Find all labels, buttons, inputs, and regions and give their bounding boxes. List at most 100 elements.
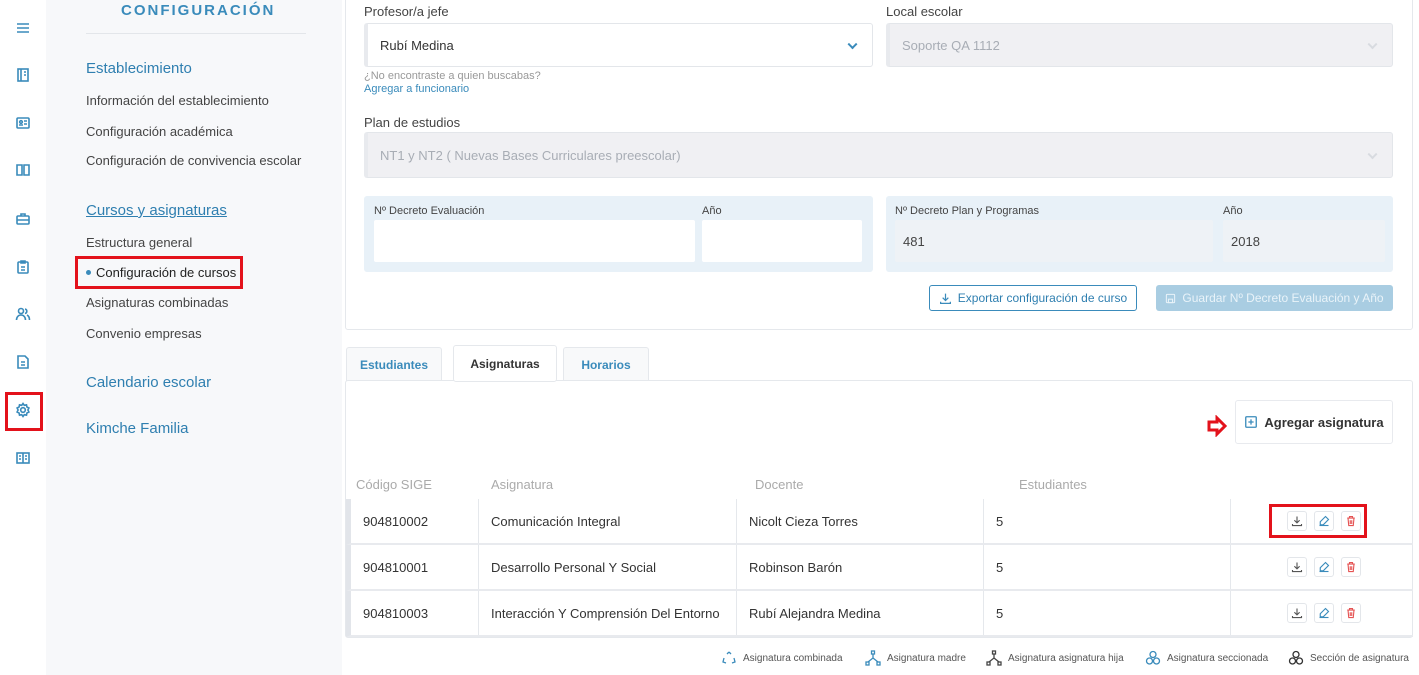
table-row: 904810003 Interacción Y Comprensión Del E… <box>346 591 1413 637</box>
sidebar-section-calendario[interactable]: Calendario escolar <box>86 374 212 391</box>
combined-subject-icon <box>722 651 736 664</box>
delete-button[interactable] <box>1341 511 1361 531</box>
notebook-icon[interactable] <box>12 64 34 86</box>
trash-icon <box>1347 561 1355 573</box>
table-row: 904810002 Comunicación Integral Nicolt Cie… <box>346 499 1413 545</box>
export-config-button[interactable]: Exportar configuración de curso <box>929 285 1137 311</box>
sectioned-subject-icon <box>1145 650 1161 665</box>
sidebar-item-combinadas[interactable]: Asignaturas combinadas <box>86 295 229 310</box>
active-dot <box>86 270 91 275</box>
save-decreto-button[interactable]: Guardar Nº Decreto Evaluación y Año <box>1156 285 1393 311</box>
cell-estudiantes: 5 <box>984 499 1231 543</box>
tab-asignaturas[interactable]: Asignaturas <box>453 345 557 382</box>
clipboard-icon[interactable] <box>12 256 34 278</box>
add-staff-link[interactable]: Agregar a funcionario <box>364 83 470 95</box>
cell-asignatura: Desarrollo Personal Y Social <box>479 545 737 589</box>
anio-eval-label: Año <box>702 205 722 217</box>
trash-icon <box>1347 607 1355 619</box>
document-icon[interactable] <box>12 351 34 373</box>
legend-label: Sección de asignatura <box>1310 652 1409 664</box>
sidebar-item-informacion[interactable]: Información del establecimiento <box>86 93 269 108</box>
anio-plan-label: Año <box>1223 205 1243 217</box>
download-button[interactable] <box>1287 603 1307 623</box>
cell-docente: Rubí Alejandra Medina <box>737 591 984 635</box>
delete-button[interactable] <box>1341 603 1361 623</box>
legend-hija: Asignatura asignatura hija <box>986 650 1124 666</box>
download-icon <box>939 293 951 304</box>
edit-icon <box>1319 515 1330 527</box>
cell-codigo: 904810003 <box>351 591 479 635</box>
download-icon <box>1291 562 1303 573</box>
config-sidebar: CONFIGURACIÓN Establecimiento Informació… <box>46 0 342 675</box>
id-card-icon[interactable] <box>12 112 34 134</box>
profesor-value: Rubí Medina <box>380 37 454 53</box>
sidebar-item-label: Configuración de cursos <box>96 265 237 280</box>
cell-codigo: 904810001 <box>351 545 479 589</box>
download-button[interactable] <box>1287 557 1307 577</box>
add-subject-button[interactable]: Agregar asignatura <box>1235 400 1393 444</box>
gear-icon[interactable] <box>12 399 34 421</box>
decreto-plan-label: Nº Decreto Plan y Programas <box>895 205 1040 217</box>
profesor-label: Profesor/a jefe <box>364 4 449 19</box>
anio-plan-value: 2018 <box>1223 220 1385 262</box>
legend-madre: Asignatura madre <box>865 650 966 666</box>
cell-codigo: 904810002 <box>351 499 479 543</box>
download-button[interactable] <box>1287 511 1307 531</box>
plan-value: NT1 y NT2 ( Nuevas Bases Curriculares pr… <box>380 147 681 163</box>
edit-button[interactable] <box>1314 603 1334 623</box>
library-icon[interactable] <box>12 447 34 469</box>
sidebar-item-convenio[interactable]: Convenio empresas <box>86 326 202 341</box>
download-icon <box>1291 608 1303 619</box>
profesor-select[interactable]: Rubí Medina <box>364 23 873 67</box>
add-subject-label: Agregar asignatura <box>1264 414 1384 430</box>
highlight-box-actions <box>1269 504 1367 538</box>
sidebar-item-configuracion-cursos[interactable]: Configuración de cursos <box>86 265 236 280</box>
legend-seccionada: Asignatura seccionada <box>1145 650 1268 666</box>
sidebar-section-establecimiento[interactable]: Establecimiento <box>86 60 192 77</box>
cell-estudiantes: 5 <box>984 545 1231 589</box>
download-icon <box>1291 516 1303 527</box>
arrow-right-icon <box>1207 415 1228 437</box>
decreto-eval-input[interactable] <box>374 220 695 262</box>
column-header-asignatura: Asignatura <box>491 477 554 492</box>
subject-section-icon <box>1288 650 1304 665</box>
sidebar-section-cursos[interactable]: Cursos y asignaturas <box>86 202 227 219</box>
menu-icon[interactable] <box>12 17 34 39</box>
divider <box>86 33 306 34</box>
edit-button[interactable] <box>1314 511 1334 531</box>
save-icon <box>1166 293 1176 303</box>
legend-label: Asignatura asignatura hija <box>1008 652 1124 664</box>
legend-seccion: Sección de asignatura <box>1288 650 1409 666</box>
chevron-down-icon <box>1367 39 1378 50</box>
plan-select: NT1 y NT2 ( Nuevas Bases Curriculares pr… <box>364 132 1393 178</box>
sidebar-item-academica[interactable]: Configuración académica <box>86 124 233 139</box>
table-row: 904810001 Desarrollo Personal Y Social Rob… <box>346 545 1413 591</box>
edit-icon <box>1319 561 1330 573</box>
edit-button[interactable] <box>1314 557 1334 577</box>
book-open-icon[interactable] <box>12 159 34 181</box>
anio-eval-input[interactable] <box>702 220 862 262</box>
cell-asignatura: Comunicación Integral <box>479 499 737 543</box>
plus-square-icon <box>1245 416 1258 428</box>
legend-label: Asignatura seccionada <box>1167 652 1269 664</box>
cell-estudiantes: 5 <box>984 591 1231 635</box>
sidebar-item-estructura[interactable]: Estructura general <box>86 235 193 250</box>
legend-combinada: Asignatura combinada <box>721 650 843 666</box>
plan-label: Plan de estudios <box>364 115 461 130</box>
tab-estudiantes[interactable]: Estudiantes <box>346 347 442 381</box>
chevron-down-icon <box>847 39 858 50</box>
users-icon[interactable] <box>12 303 34 325</box>
highlight-box-config-cursos <box>75 256 243 289</box>
briefcase-icon[interactable] <box>12 208 34 230</box>
sidebar-section-kimche[interactable]: Kimche Familia <box>86 420 189 437</box>
highlight-box-gear <box>5 392 43 431</box>
delete-button[interactable] <box>1341 557 1361 577</box>
local-label: Local escolar <box>886 4 963 19</box>
column-header-docente: Docente <box>755 477 804 492</box>
sidebar-title: CONFIGURACIÓN <box>121 2 276 19</box>
local-value: Soporte QA 1112 <box>902 37 1000 53</box>
sidebar-item-convivencia[interactable]: Configuración de convivencia escolar <box>86 153 302 168</box>
tab-horarios[interactable]: Horarios <box>563 347 649 381</box>
local-select: Soporte QA 1112 <box>886 23 1393 67</box>
edit-icon <box>1319 607 1330 619</box>
